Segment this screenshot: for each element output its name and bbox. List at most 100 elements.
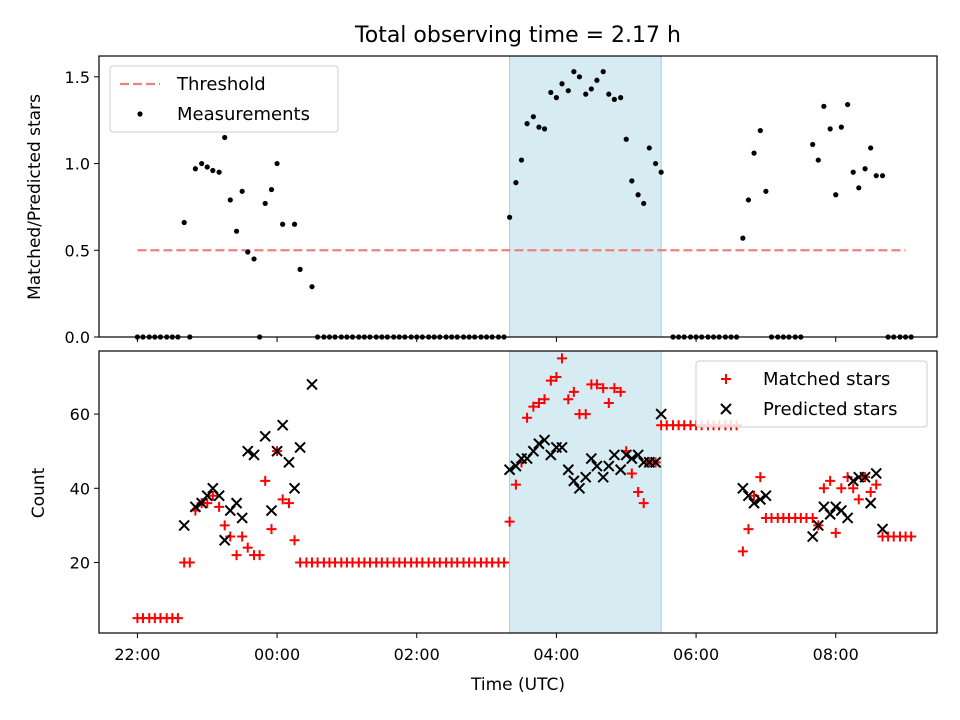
y-tick-label: 60 <box>70 405 90 424</box>
predicted-star-point <box>178 519 190 532</box>
legend-predicted-swatch <box>720 403 732 415</box>
predicted-star-point <box>510 460 522 472</box>
matched-star-point <box>743 524 754 535</box>
matched-star-point <box>825 475 836 486</box>
measurement-point <box>536 124 542 130</box>
predicted-star-point <box>748 497 760 509</box>
predicted-star-point <box>737 482 749 494</box>
predicted-star-point <box>614 464 627 476</box>
legend-measurement-label: Measurements <box>177 104 310 125</box>
matched-star-point <box>830 527 841 538</box>
measurement-point <box>821 103 827 109</box>
shaded-interval <box>509 55 662 338</box>
predicted-star-point <box>626 452 638 465</box>
matched-star-point <box>214 501 225 512</box>
predicted-star-point <box>283 456 295 469</box>
y-tick-label: 0.5 <box>65 241 90 260</box>
measurement-point <box>606 91 612 97</box>
legend-matched-swatch <box>721 374 731 384</box>
measurement-point <box>548 89 554 96</box>
measurement-point <box>618 95 624 101</box>
legend-box <box>695 360 928 428</box>
measurement-point <box>530 114 536 120</box>
matched-star-point <box>906 531 917 542</box>
predicted-star-point <box>830 501 842 513</box>
measurement-point <box>740 235 746 241</box>
matched-star-point <box>626 468 637 479</box>
predicted-star-point <box>655 408 667 420</box>
predicted-star-point <box>294 441 306 454</box>
measurement-point <box>309 284 315 290</box>
x-axis-label: Time (UTC) <box>470 675 565 695</box>
predicted-star-point <box>218 534 231 546</box>
predicted-star-point <box>276 419 289 431</box>
measurement-point <box>216 169 222 175</box>
matched-star-point <box>254 550 265 561</box>
predicted-star-point <box>806 530 819 543</box>
predicted-star-point <box>620 449 632 461</box>
measurement-point <box>199 160 205 167</box>
measurement-point <box>210 167 216 174</box>
measurement-point <box>757 127 763 134</box>
measurement-point <box>635 192 641 198</box>
measurement-point <box>227 197 233 203</box>
measurement-point <box>513 180 519 186</box>
measurement-point <box>507 214 513 220</box>
matched-star-point <box>609 383 620 394</box>
legend: Threshold Measurements <box>109 65 339 133</box>
matched-star-point <box>556 353 567 364</box>
matched-star-point <box>289 535 300 546</box>
legend-measurement-swatch <box>137 111 143 117</box>
measurement-point <box>571 69 577 75</box>
matched-star-point <box>853 494 864 505</box>
matched-star-point <box>266 524 277 535</box>
legend-threshold-label: Threshold <box>176 74 266 95</box>
measurement-point <box>641 200 647 207</box>
matched-star-point <box>755 472 766 483</box>
predicted-star-point <box>230 497 243 509</box>
measurement-point <box>868 145 874 151</box>
matched-star-point <box>638 498 649 509</box>
measurement-point <box>850 169 856 175</box>
measurement-point <box>524 121 530 127</box>
measurement-point <box>553 95 560 101</box>
measurement-point <box>245 249 251 255</box>
predicted-star-point <box>533 438 545 450</box>
measurement-point <box>541 126 548 132</box>
matched-star-point <box>499 557 510 568</box>
measurement-point <box>280 221 286 227</box>
measurement-point <box>600 69 606 75</box>
matched-star-point <box>848 483 859 494</box>
measurement-point <box>763 188 769 194</box>
measurement-point <box>222 134 228 141</box>
matched-star-point <box>539 394 550 405</box>
matched-star-point <box>202 498 213 509</box>
predicted-star-point <box>189 501 202 513</box>
predicted-star-point <box>812 519 824 532</box>
matched-star-point <box>225 531 236 542</box>
measurement-point <box>623 136 629 142</box>
measurement-point <box>594 77 600 83</box>
predicted-star-point <box>538 434 551 446</box>
y-tick-label: 1.5 <box>65 68 90 87</box>
matched-star-point <box>865 487 876 497</box>
matched-star-point <box>591 379 602 390</box>
predicted-star-point <box>754 493 767 506</box>
matched-star-point <box>260 475 271 486</box>
matched-star-point <box>580 409 591 420</box>
measurement-point <box>565 88 571 94</box>
predicted-star-point <box>603 460 615 472</box>
predicted-star-point <box>556 441 568 454</box>
predicted-star-point <box>562 464 574 476</box>
matched-star-point <box>510 479 521 490</box>
predicted-star-point <box>847 475 859 487</box>
matched-star-point <box>172 613 183 624</box>
measurement-point <box>262 200 268 207</box>
predicted-star-point <box>760 490 772 502</box>
measurement-point <box>274 160 280 167</box>
predicted-star-point <box>608 449 621 461</box>
matched-star-point <box>615 386 626 397</box>
predicted-star-point <box>288 482 301 494</box>
predicted-star-point <box>242 445 254 457</box>
